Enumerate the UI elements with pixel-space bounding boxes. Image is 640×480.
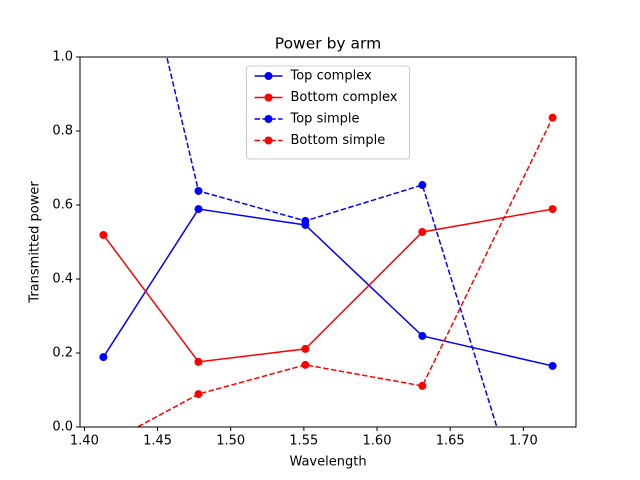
data-point [301, 216, 310, 225]
y-tick-label: 0.0 [52, 420, 73, 435]
data-point [418, 181, 427, 190]
y-tick-label: 0.2 [52, 346, 73, 361]
legend-label: Bottom simple [291, 133, 386, 148]
axes-frame [79, 56, 577, 428]
legend-marker [264, 115, 273, 123]
y-tick-label: 0.6 [52, 198, 73, 213]
legend-marker [264, 136, 273, 145]
legend-marker [264, 93, 273, 102]
data-point [418, 381, 427, 390]
legend-marker [264, 72, 273, 80]
y-tick-label: 0.8 [52, 124, 73, 139]
data-point [548, 205, 557, 214]
y-tick-label: 1.0 [52, 50, 73, 65]
x-tick-label: 1.45 [143, 434, 172, 449]
plot-area [99, 57, 557, 427]
data-point [301, 360, 310, 369]
legend-label: Top complex [290, 69, 372, 84]
y-axis-label: Transmitted power [28, 181, 43, 304]
data-point [548, 361, 557, 370]
x-tick-label: 1.70 [509, 434, 538, 449]
x-tick-label: 1.55 [289, 434, 318, 449]
data-point [194, 205, 203, 214]
data-point [418, 228, 427, 237]
chart-title: Power by arm [275, 35, 381, 53]
x-tick-label: 1.40 [70, 434, 99, 449]
data-point [301, 344, 310, 353]
series-line [136, 117, 554, 427]
x-tick-label: 1.65 [436, 434, 465, 449]
legend-label: Bottom complex [291, 90, 398, 105]
data-point [548, 113, 557, 122]
y-tick-label: 0.4 [52, 272, 73, 287]
data-point [194, 357, 203, 366]
data-point [99, 353, 108, 362]
x-axis-label: Wavelength [289, 455, 366, 470]
data-point [99, 230, 108, 239]
data-point [418, 331, 427, 340]
data-point [194, 390, 203, 399]
legend-label: Top simple [290, 112, 360, 127]
x-tick-label: 1.60 [363, 434, 392, 449]
legend-box [246, 65, 410, 160]
data-point [194, 186, 203, 195]
x-tick-label: 1.50 [216, 434, 245, 449]
